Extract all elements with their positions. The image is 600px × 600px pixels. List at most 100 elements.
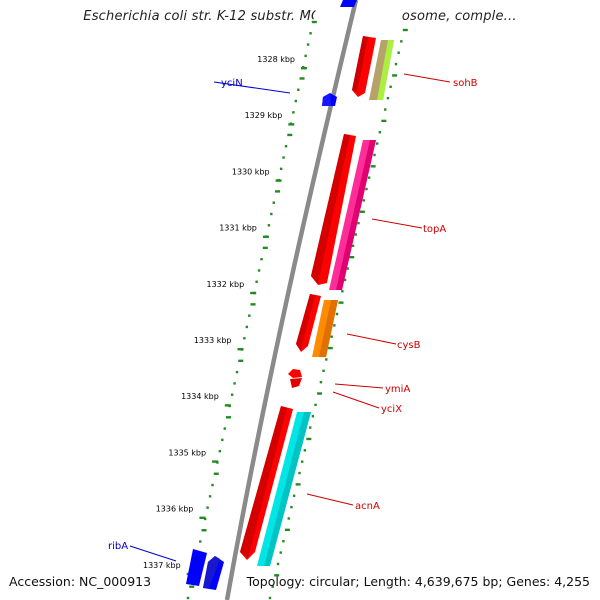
gc-tick xyxy=(309,426,312,429)
label-yciX[interactable]: yciX xyxy=(381,404,402,415)
gc-tick xyxy=(303,449,307,452)
label-topA[interactable]: topA xyxy=(423,224,446,235)
gc-tick xyxy=(343,278,347,282)
label-ymiA[interactable]: ymiA xyxy=(385,384,410,395)
gc-tick xyxy=(211,483,214,487)
gc-tick xyxy=(346,267,349,270)
gc-tick xyxy=(292,494,296,497)
gc-tick xyxy=(392,74,398,77)
kbp-tick-label: 1336 kbp xyxy=(156,505,194,514)
gc-tick xyxy=(274,574,280,577)
gene-ribA[interactable] xyxy=(186,549,224,590)
gc-tick xyxy=(400,40,403,43)
kbp-tick-mark xyxy=(199,516,206,519)
gc-tick xyxy=(223,427,226,430)
gc-tick xyxy=(297,88,300,91)
label-sohB[interactable]: sohB xyxy=(453,78,478,89)
gc-tick xyxy=(268,596,272,600)
gc-tick xyxy=(359,210,365,213)
gc-tick xyxy=(221,438,224,442)
gc-tick xyxy=(311,20,317,24)
gc-tick xyxy=(351,244,355,248)
gc-tick xyxy=(373,153,376,157)
gc-tick xyxy=(276,562,280,566)
gc-tick xyxy=(357,221,360,225)
gene-top-blue[interactable] xyxy=(340,0,357,7)
gc-tick xyxy=(295,483,301,486)
cds-ymiA[interactable] xyxy=(288,369,302,378)
gc-tick xyxy=(367,176,371,179)
gc-tick xyxy=(199,540,202,543)
cds-topA[interactable] xyxy=(311,134,356,285)
gc-tick xyxy=(213,472,219,475)
gc-tick xyxy=(260,257,263,261)
gc-tick xyxy=(206,506,209,509)
gene-cysB-bar[interactable] xyxy=(312,300,338,357)
gc-tick xyxy=(299,77,305,80)
gene-acnA-bar[interactable] xyxy=(257,412,311,566)
gc-tick xyxy=(376,142,379,145)
gc-tick xyxy=(189,585,195,588)
cds-sohB[interactable] xyxy=(352,36,376,97)
gc-tick xyxy=(201,529,207,532)
label-ribA[interactable]: ribA xyxy=(108,541,128,552)
kbp-tick-mark xyxy=(288,123,295,126)
gc-tick xyxy=(238,359,244,363)
backbone-line xyxy=(224,0,359,600)
gc-tick xyxy=(243,337,246,340)
gc-tick xyxy=(233,382,236,385)
cds-yciX[interactable] xyxy=(290,378,302,388)
cds-cysB[interactable] xyxy=(296,294,321,352)
gc-tick xyxy=(325,358,328,361)
gc-tick xyxy=(322,369,325,372)
gc-tick xyxy=(257,269,261,272)
gc-tick xyxy=(250,303,256,306)
gc-dotted-line-right xyxy=(268,28,408,600)
gc-tick xyxy=(282,156,285,159)
gc-tick xyxy=(282,540,285,543)
gc-tick xyxy=(327,346,333,350)
gc-tick xyxy=(218,449,222,453)
gene-yciN[interactable] xyxy=(322,93,337,106)
gc-tick xyxy=(186,596,190,600)
gc-tick xyxy=(267,224,271,227)
gc-tick xyxy=(279,551,282,554)
gc-tick xyxy=(333,324,336,327)
cds-acnA[interactable] xyxy=(240,406,293,560)
leader-lines xyxy=(129,73,451,562)
gene-topA-bar[interactable] xyxy=(329,140,376,290)
gc-tick xyxy=(330,335,333,338)
topology-text: Topology: circular; Length: 4,639,675 bp… xyxy=(246,574,590,589)
gc-tick xyxy=(338,301,344,304)
kbp-tick-mark xyxy=(250,291,257,295)
gc-tick xyxy=(255,280,258,283)
gene-sohB-bar[interactable] xyxy=(369,40,394,100)
gc-tick xyxy=(275,190,281,193)
kbp-tick-label: 1337 kbp xyxy=(143,561,181,570)
label-yciN[interactable]: yciN xyxy=(221,78,243,89)
kbp-tick-label: 1334 kbp xyxy=(181,392,219,401)
gc-tick xyxy=(270,212,273,216)
gc-tick xyxy=(335,312,339,316)
gc-tick xyxy=(394,62,398,66)
kbp-tick-label: 1335 kbp xyxy=(168,448,206,457)
gc-tick xyxy=(304,54,307,58)
kbp-tick-label: 1331 kbp xyxy=(219,224,257,233)
gc-tick xyxy=(306,43,310,46)
gc-tick xyxy=(370,165,376,168)
gc-tick xyxy=(284,528,290,532)
gc-tick xyxy=(306,437,312,441)
gc-tick xyxy=(314,403,317,407)
gc-tick xyxy=(272,201,275,204)
gc-tick xyxy=(271,585,274,588)
gc-tick xyxy=(292,111,295,114)
gc-tick xyxy=(386,96,390,100)
label-cysB[interactable]: cysB xyxy=(397,340,421,351)
label-acnA[interactable]: acnA xyxy=(355,501,380,512)
kbp-tick-mark xyxy=(212,460,219,463)
gc-tick xyxy=(319,380,323,384)
gc-tick xyxy=(279,167,283,171)
kbp-tick-mark xyxy=(301,67,307,70)
gc-tick xyxy=(362,199,365,202)
